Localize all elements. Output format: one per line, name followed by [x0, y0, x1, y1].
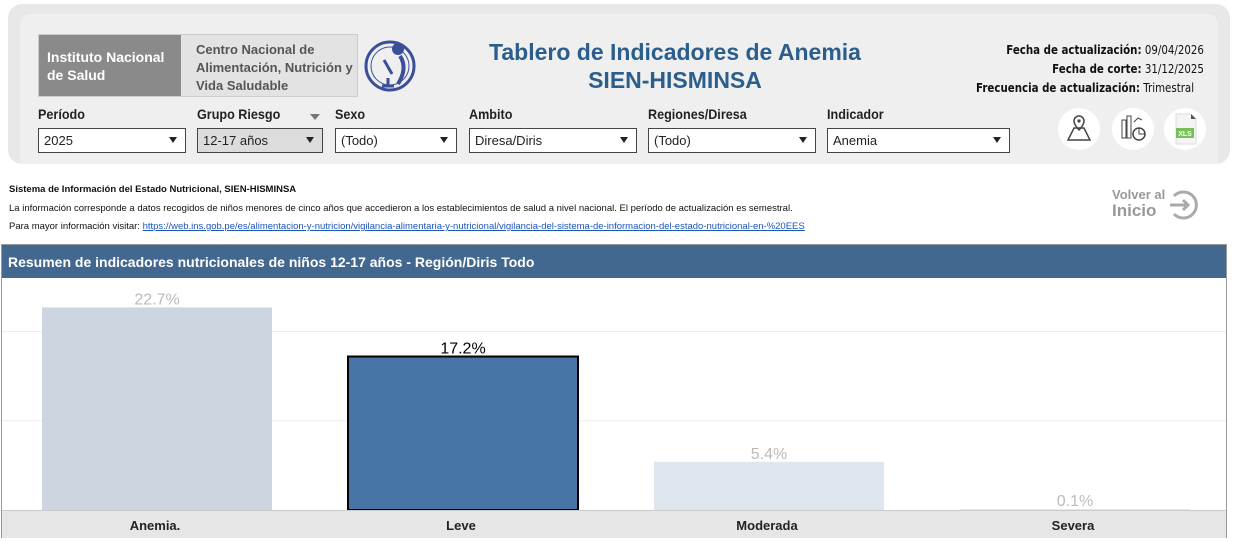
xls-icon[interactable]: XLS	[1164, 108, 1206, 150]
info-link[interactable]: https://web.ins.gob.pe/es/alimentacion-y…	[142, 221, 805, 232]
x-tick-label: Anemia.	[129, 518, 181, 533]
ins-logo: Instituto Nacional de Salud	[39, 35, 181, 96]
bar-chart: 22.7% 17.2% 5.4% 0.1%	[2, 291, 1226, 510]
date-row: Fecha de corte: 31/12/2025	[976, 59, 1204, 78]
x-tick-label: Leve	[446, 518, 476, 533]
title-line-1: Tablero de Indicadores de Anemia	[489, 39, 861, 65]
data-label: 0.1%	[1057, 493, 1093, 510]
date-label: Frecuencia de actualización:	[976, 80, 1141, 95]
bar[interactable]	[42, 307, 272, 510]
date-row: Fecha de actualización: 09/04/2026	[976, 40, 1204, 59]
update-dates: Fecha de actualización: 09/04/2026 Fecha …	[976, 40, 1204, 97]
filter-value: (Todo)	[654, 133, 691, 148]
page-title: Tablero de Indicadores de Anemia SIEN-HI…	[440, 38, 910, 94]
chart-panel: Resumen de indicadores nutricionales de …	[1, 244, 1227, 538]
info-description: La información corresponde a datos recog…	[9, 203, 793, 214]
logo-banner: Instituto Nacional de Salud Centro Nacio…	[38, 34, 358, 97]
cenan-logo-text: Centro Nacional de Alimentación, Nutrici…	[196, 42, 353, 93]
data-label: 22.7%	[134, 291, 179, 308]
chevron-down-icon	[306, 137, 314, 143]
date-value: Trimestral	[1143, 80, 1195, 95]
date-label: Fecha de corte:	[1052, 61, 1142, 76]
arrow-right-circle-icon	[1170, 190, 1198, 220]
filter-label: Indicador	[827, 106, 884, 122]
filter-dropdown[interactable]: (Todo)	[648, 128, 816, 153]
info-more: Para mayor información visitar: https://…	[9, 221, 805, 232]
date-row: Frecuencia de actualización: Trimestral	[976, 78, 1194, 97]
filter-value: Diresa/Diris	[475, 133, 543, 148]
filter-dropdown[interactable]: (Todo)	[335, 128, 457, 153]
filter-label: Regiones/Diresa	[648, 106, 747, 122]
info-title: Sistema de Información del Estado Nutric…	[9, 184, 297, 195]
filter-dropdown[interactable]: 2025	[38, 128, 186, 153]
data-label: 5.4%	[751, 446, 787, 463]
xls-label: XLS	[1178, 131, 1192, 138]
filter-dropdown[interactable]: 12-17 años	[197, 128, 323, 153]
date-value: 31/12/2025	[1144, 61, 1204, 76]
info-more-label: Para mayor información visitar:	[9, 221, 140, 232]
map-pin-icon[interactable]	[1058, 108, 1100, 150]
date-value: 09/04/2026	[1144, 42, 1204, 57]
filter-value: Anemia	[833, 133, 878, 148]
filter-label: Sexo	[335, 106, 366, 122]
bar[interactable]	[960, 509, 1190, 510]
filter-dropdown[interactable]: Diresa/Diris	[469, 128, 637, 153]
x-tick-label: Severa	[1051, 518, 1095, 533]
volver-line2: Inicio	[1112, 201, 1157, 220]
data-label: 17.2%	[440, 341, 485, 358]
grupo-riesgo-reset-icon[interactable]	[310, 114, 320, 120]
x-tick-label: Moderada	[736, 518, 798, 533]
filter-value: (Todo)	[341, 133, 378, 148]
filter-value: 12-17 años	[203, 133, 269, 148]
volver-inicio-button[interactable]: Volver al Inicio	[1112, 188, 1202, 224]
chevron-down-icon	[993, 137, 1001, 143]
chevron-down-icon	[169, 137, 177, 143]
title-line-2: SIEN-HISMINSA	[588, 67, 762, 93]
volver-line1: Volver al	[1112, 187, 1166, 202]
filter-value: 2025	[44, 133, 73, 148]
filter-label: Grupo Riesgo	[197, 106, 281, 122]
chevron-down-icon	[620, 137, 628, 143]
chevron-down-icon	[799, 137, 807, 143]
chart-icon[interactable]	[1112, 108, 1154, 150]
x-axis: Anemia. Leve Moderada Severa	[2, 510, 1226, 538]
chevron-down-icon	[440, 137, 448, 143]
chart-title: Resumen de indicadores nutricionales de …	[2, 245, 1226, 278]
bar[interactable]	[347, 355, 579, 510]
filter-label: Ambito	[469, 106, 513, 122]
filter-dropdown[interactable]: Anemia	[827, 128, 1010, 153]
bar[interactable]	[654, 461, 884, 510]
filter-label: Período	[38, 106, 85, 122]
ministry-seal-icon	[364, 40, 416, 92]
date-label: Fecha de actualización:	[1006, 42, 1142, 57]
